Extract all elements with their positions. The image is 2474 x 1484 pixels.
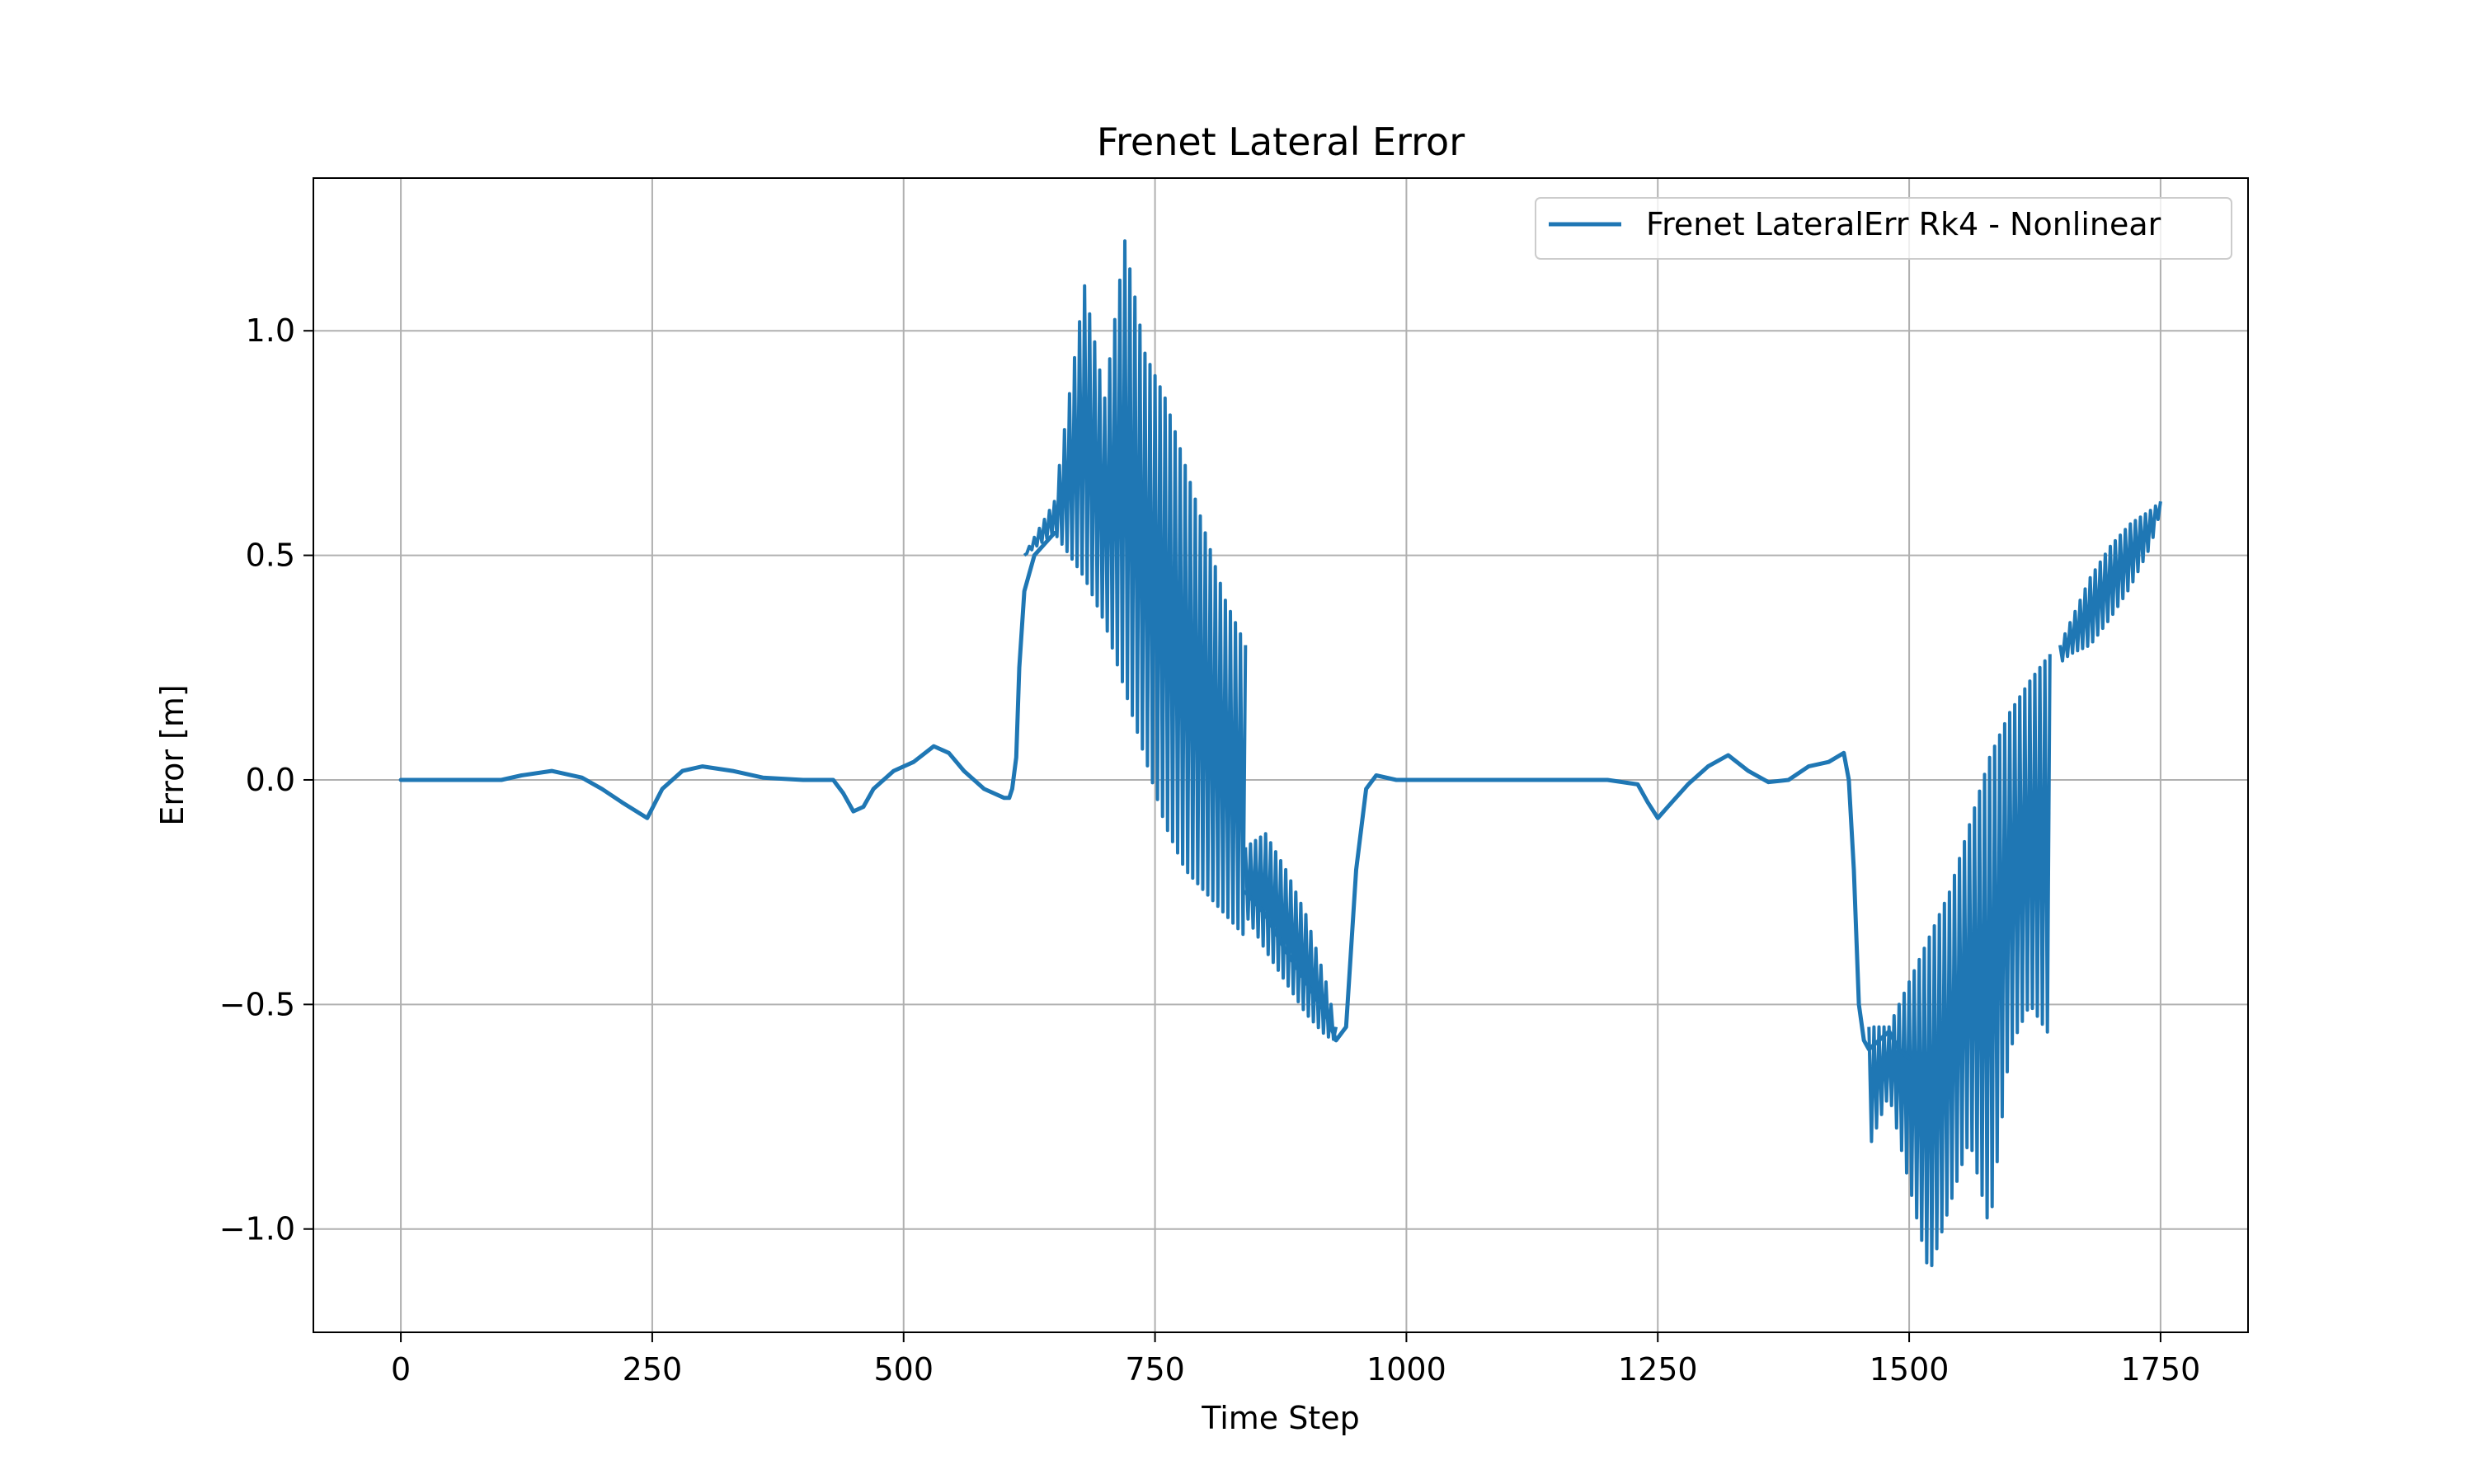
x-tick-label: 750 xyxy=(1125,1351,1185,1388)
x-tick-label: 500 xyxy=(873,1351,934,1388)
y-tick-label: 0.0 xyxy=(246,762,295,798)
x-axis-label: Time Step xyxy=(1201,1400,1360,1436)
x-tick-label: 250 xyxy=(623,1351,683,1388)
x-tick-label: 1000 xyxy=(1366,1351,1446,1388)
series-oscillation-band xyxy=(1244,832,1338,1041)
y-tick-label: −1.0 xyxy=(219,1211,295,1247)
x-tick-label: 0 xyxy=(391,1351,411,1388)
y-axis-ticks: −1.0 −0.5 0.0 0.5 1.0 xyxy=(219,312,313,1247)
plot-frame xyxy=(313,177,2249,1333)
series-oscillation-band xyxy=(1867,654,2052,1267)
legend: Frenet LateralErr Rk4 - Nonlinear xyxy=(1535,197,2232,260)
y-tick-label: −0.5 xyxy=(219,986,295,1022)
series-layer xyxy=(398,239,2162,1267)
x-tick-label: 1750 xyxy=(2121,1351,2201,1388)
chart-title: Frenet Lateral Error xyxy=(1097,120,1465,164)
x-tick-label: 1250 xyxy=(1618,1351,1698,1388)
series-oscillation-band xyxy=(1023,239,1248,937)
x-axis-ticks: 0 250 500 750 1000 1250 1500 1750 xyxy=(391,1332,2200,1388)
y-axis-label: Error [m] xyxy=(154,684,190,825)
legend-entry-label: Frenet LateralErr Rk4 - Nonlinear xyxy=(1646,206,2161,242)
series-oscillation-band xyxy=(2058,500,2162,663)
y-tick-label: 1.0 xyxy=(246,312,295,349)
x-tick-label: 1500 xyxy=(1870,1351,1950,1388)
series-line xyxy=(1243,750,1912,1061)
legend-box xyxy=(1535,197,2232,260)
y-tick-label: 0.5 xyxy=(246,538,295,574)
series-line xyxy=(398,530,1057,820)
